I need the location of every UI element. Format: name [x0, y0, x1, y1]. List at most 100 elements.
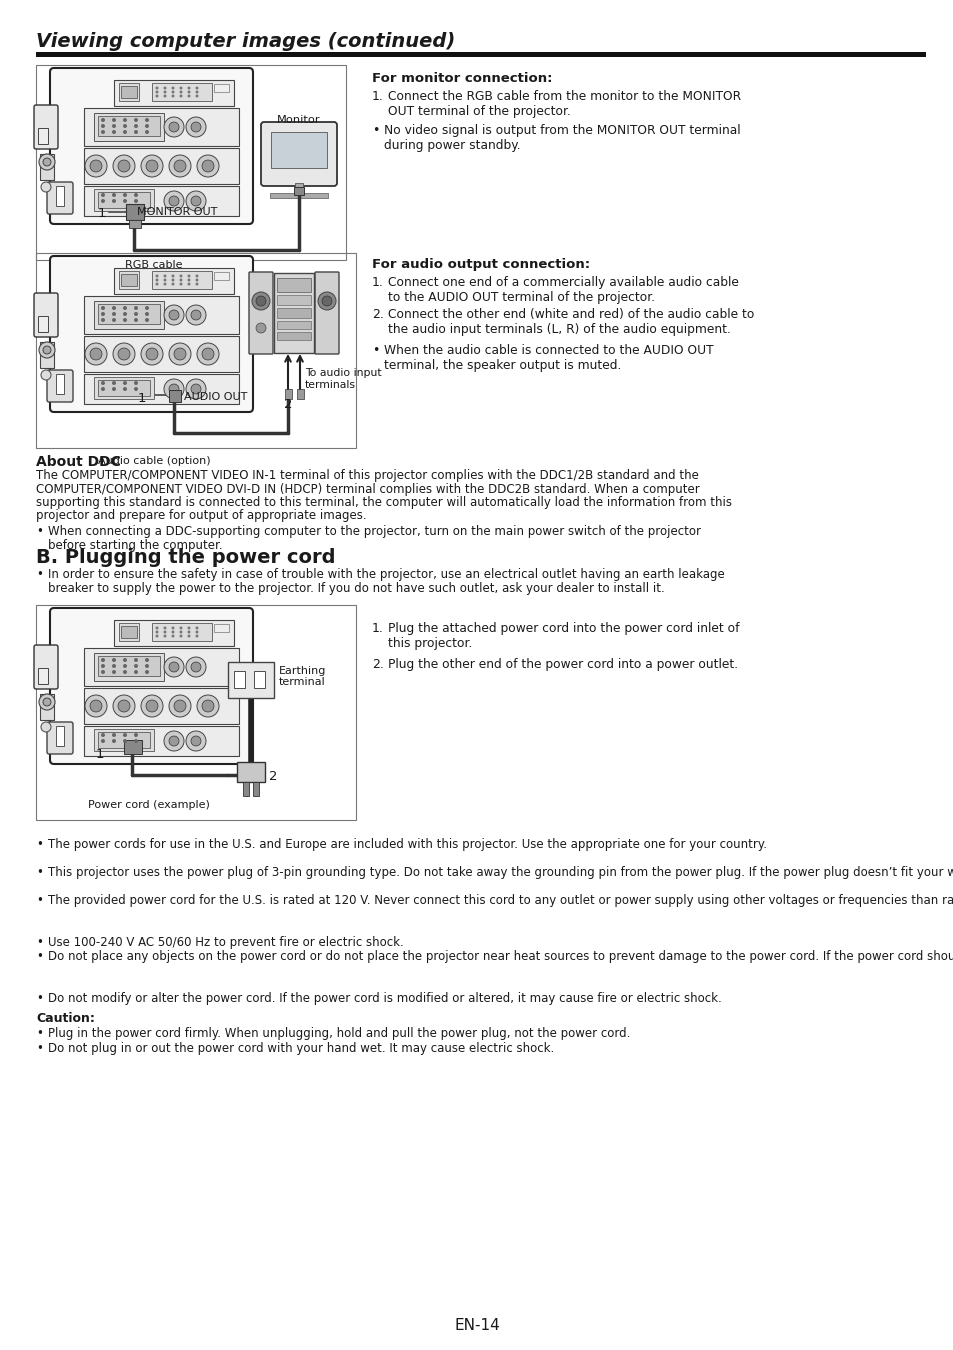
Bar [121, 626, 137, 639]
Circle shape [133, 198, 138, 202]
Circle shape [101, 387, 105, 392]
Circle shape [196, 343, 219, 364]
Text: AUDIO OUT: AUDIO OUT [184, 392, 247, 402]
Text: This projector uses the power plug of 3-pin grounding type. Do not take away the: This projector uses the power plug of 3-… [48, 865, 953, 879]
Text: EN-14: EN-14 [454, 1318, 499, 1332]
FancyBboxPatch shape [50, 68, 253, 224]
Text: •: • [36, 525, 43, 539]
Circle shape [155, 630, 158, 633]
Circle shape [172, 86, 174, 89]
Text: Plug the attached power cord into the power cord inlet of
this projector.: Plug the attached power cord into the po… [388, 622, 739, 649]
Text: The provided power cord for the U.S. is rated at 120 V. Never connect this cord : The provided power cord for the U.S. is … [48, 894, 953, 907]
Circle shape [146, 161, 158, 171]
Circle shape [101, 193, 105, 197]
Bar [84, 726, 239, 756]
Bar [124, 740, 142, 755]
Circle shape [179, 282, 182, 285]
Bar [98, 656, 160, 676]
Circle shape [145, 664, 149, 668]
Text: For monitor connection:: For monitor connection: [372, 72, 552, 85]
Bar [276, 321, 311, 329]
Circle shape [146, 701, 158, 711]
Text: •: • [36, 992, 43, 1004]
Circle shape [188, 282, 191, 285]
Circle shape [133, 664, 138, 668]
Bar [98, 116, 160, 136]
FancyBboxPatch shape [47, 182, 73, 215]
Circle shape [169, 695, 191, 717]
Bar [84, 148, 239, 184]
Circle shape [186, 305, 206, 325]
Circle shape [123, 193, 127, 197]
Text: •: • [36, 865, 43, 879]
Text: Do not place any objects on the power cord or do not place the projector near he: Do not place any objects on the power co… [48, 950, 953, 963]
Text: To audio input
terminals: To audio input terminals [305, 369, 381, 390]
Circle shape [112, 343, 135, 364]
Circle shape [252, 292, 270, 311]
Circle shape [172, 626, 174, 629]
Circle shape [169, 196, 179, 207]
Bar [94, 653, 164, 680]
Circle shape [163, 95, 167, 97]
Text: COMPUTER/COMPONENT VIDEO DVI-D IN (HDCP) terminal complies with the DDC2B standa: COMPUTER/COMPONENT VIDEO DVI-D IN (HDCP)… [36, 482, 699, 495]
Bar [276, 332, 311, 340]
Circle shape [179, 274, 182, 278]
Circle shape [163, 278, 167, 282]
Circle shape [202, 701, 213, 711]
Circle shape [188, 95, 191, 97]
Bar [119, 622, 139, 641]
Bar [38, 316, 48, 332]
Circle shape [191, 662, 201, 672]
Circle shape [179, 278, 182, 282]
Circle shape [133, 738, 138, 742]
Text: Monitor: Monitor [277, 115, 320, 126]
Circle shape [145, 657, 149, 661]
Circle shape [112, 381, 116, 385]
Circle shape [39, 342, 55, 358]
Circle shape [145, 130, 149, 134]
Circle shape [112, 695, 135, 717]
Circle shape [169, 383, 179, 394]
Text: •: • [36, 838, 43, 850]
Text: •: • [36, 1027, 43, 1040]
Text: Connect the RGB cable from the monitor to the MONITOR
OUT terminal of the projec: Connect the RGB cable from the monitor t… [388, 90, 740, 117]
Text: •: • [372, 124, 379, 136]
Bar [152, 271, 212, 289]
Bar [36, 53, 925, 57]
Bar [276, 278, 311, 292]
Circle shape [43, 346, 51, 354]
Text: RGB cable: RGB cable [125, 261, 183, 270]
Bar [40, 154, 54, 180]
Circle shape [133, 381, 138, 385]
Circle shape [191, 736, 201, 747]
Circle shape [112, 306, 116, 310]
Bar [113, 620, 233, 647]
Bar [270, 193, 328, 198]
Bar [213, 624, 229, 632]
Circle shape [101, 381, 105, 385]
Circle shape [101, 117, 105, 121]
Text: 2: 2 [269, 769, 277, 783]
Circle shape [155, 95, 158, 97]
FancyBboxPatch shape [47, 722, 73, 755]
Circle shape [112, 312, 116, 316]
Circle shape [169, 310, 179, 320]
Circle shape [169, 343, 191, 364]
Text: breaker to supply the power to the projector. If you do not have such outlet, as: breaker to supply the power to the proje… [48, 582, 664, 595]
Circle shape [163, 86, 167, 89]
Bar [40, 342, 54, 369]
Bar [36, 252, 355, 448]
Circle shape [39, 694, 55, 710]
Text: For audio output connection:: For audio output connection: [372, 258, 590, 271]
Text: Plug the other end of the power cord into a power outlet.: Plug the other end of the power cord int… [388, 657, 738, 671]
Circle shape [123, 670, 127, 674]
Circle shape [191, 383, 201, 394]
Circle shape [112, 198, 116, 202]
Text: 2.: 2. [372, 657, 383, 671]
Circle shape [188, 626, 191, 629]
Bar [126, 204, 144, 220]
Circle shape [169, 155, 191, 177]
Circle shape [164, 190, 184, 211]
Circle shape [163, 626, 167, 629]
Text: 1.: 1. [372, 275, 383, 289]
